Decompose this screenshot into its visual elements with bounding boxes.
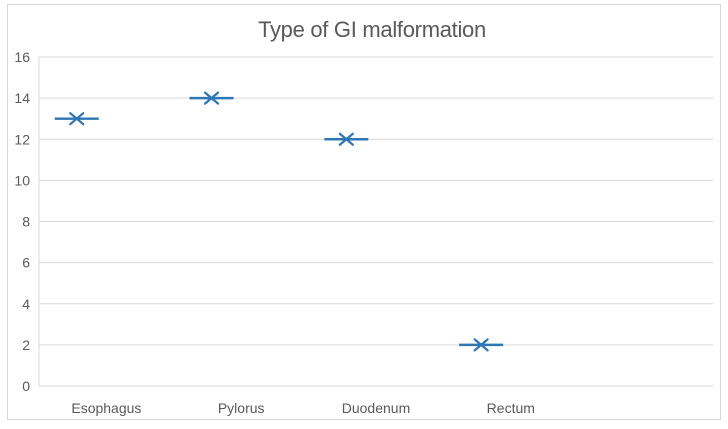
y-tick-label: 4	[22, 296, 30, 312]
x-category-label-rectum: Rectum	[487, 400, 535, 416]
y-tick-label: 14	[14, 90, 30, 106]
y-tick-label: 8	[22, 214, 30, 230]
x-category-label-esophagus: Esophagus	[71, 400, 141, 416]
y-tick-label: 12	[14, 131, 30, 147]
data-point-marker-duodenum	[338, 132, 354, 146]
data-point-marker-rectum	[473, 338, 489, 352]
y-tick-label: 2	[22, 337, 30, 353]
y-tick-label: 16	[14, 49, 30, 65]
chart-title: Type of GI malformation	[258, 17, 486, 42]
data-point-marker-pylorus	[203, 91, 220, 105]
y-tick-label: 10	[14, 172, 30, 188]
y-tick-label: 6	[22, 255, 30, 271]
y-tick-label: 0	[22, 378, 30, 394]
data-point-marker-esophagus	[69, 112, 85, 126]
x-category-label-pylorus: Pylorus	[218, 400, 265, 416]
x-category-label-duodenum: Duodenum	[342, 400, 411, 416]
chart-frame: Type of GI malformation	[7, 4, 721, 420]
